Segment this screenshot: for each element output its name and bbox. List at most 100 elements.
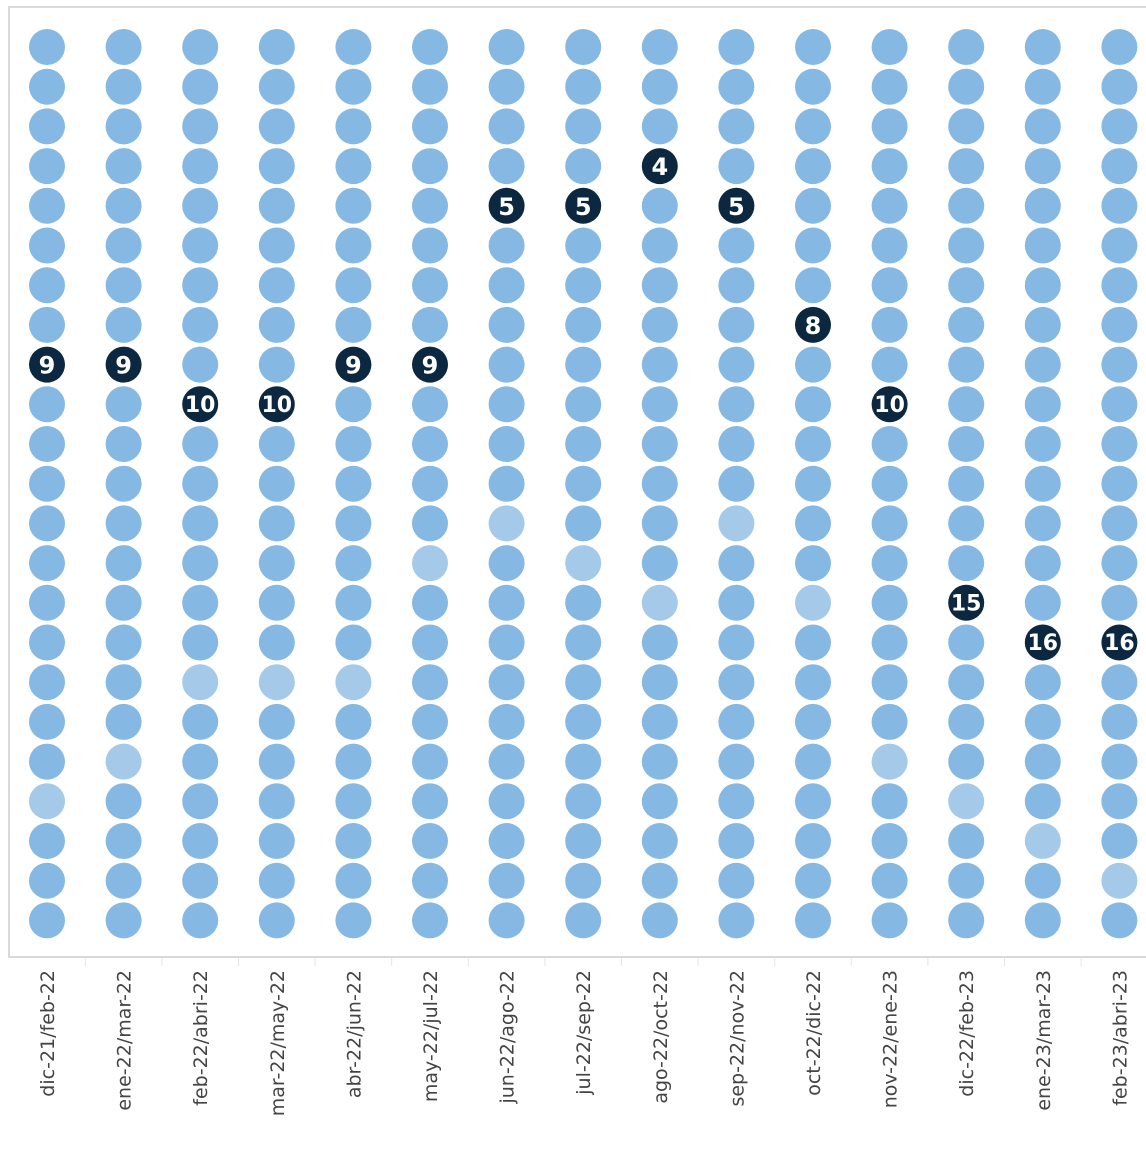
dot xyxy=(718,505,755,542)
data-label: 4 xyxy=(651,153,668,181)
dot xyxy=(412,465,448,502)
dot xyxy=(641,505,678,542)
dot xyxy=(412,426,448,462)
dot xyxy=(1024,823,1061,859)
dot xyxy=(795,426,831,462)
dot xyxy=(948,227,985,264)
dot xyxy=(795,346,831,383)
dot xyxy=(948,743,985,780)
dot xyxy=(871,68,908,105)
dot xyxy=(718,426,755,462)
dot xyxy=(29,148,65,185)
data-label: 5 xyxy=(498,193,515,221)
dot xyxy=(565,108,602,145)
dot xyxy=(258,68,295,105)
dot xyxy=(412,227,448,264)
dot xyxy=(29,505,65,542)
dot xyxy=(105,148,142,185)
dot xyxy=(1101,783,1138,820)
dot xyxy=(1101,29,1138,65)
dot xyxy=(565,306,602,343)
dot xyxy=(258,306,295,343)
dot xyxy=(718,783,755,820)
dot xyxy=(412,624,448,661)
data-label: 9 xyxy=(422,352,439,380)
dot xyxy=(641,267,678,304)
dot xyxy=(29,465,65,502)
data-label: 16 xyxy=(1104,631,1135,656)
dot xyxy=(29,426,65,462)
dot xyxy=(1024,783,1061,820)
dot xyxy=(335,823,372,859)
dot xyxy=(488,862,525,899)
dot xyxy=(948,664,985,701)
dot xyxy=(258,227,295,264)
dot xyxy=(105,584,142,621)
highlighted-dot xyxy=(258,386,295,423)
dot xyxy=(105,624,142,661)
dot xyxy=(488,465,525,502)
dot xyxy=(29,267,65,304)
dot xyxy=(641,386,678,423)
dot xyxy=(565,703,602,740)
dot xyxy=(718,386,755,423)
dot xyxy=(795,68,831,105)
dot xyxy=(871,545,908,582)
dot xyxy=(29,68,65,105)
dot xyxy=(718,624,755,661)
x-tick-label: feb-22/abri-22 xyxy=(190,970,212,1106)
dot xyxy=(335,624,372,661)
dot xyxy=(412,783,448,820)
dot xyxy=(1101,267,1138,304)
highlighted-dot xyxy=(871,386,908,423)
highlighted-dot xyxy=(718,187,755,224)
dot xyxy=(565,426,602,462)
dot xyxy=(1101,306,1138,343)
dot xyxy=(29,29,65,65)
dot xyxy=(105,227,142,264)
dot xyxy=(258,703,295,740)
dot xyxy=(871,267,908,304)
dot xyxy=(29,703,65,740)
dot xyxy=(29,902,65,939)
dot xyxy=(488,29,525,65)
dot xyxy=(335,465,372,502)
dot xyxy=(182,108,219,145)
dot xyxy=(795,783,831,820)
dot xyxy=(1101,545,1138,582)
dot xyxy=(871,664,908,701)
dot xyxy=(29,227,65,264)
dot xyxy=(1101,902,1138,939)
dot xyxy=(105,862,142,899)
dot xyxy=(105,426,142,462)
dot xyxy=(565,29,602,65)
dot xyxy=(871,187,908,224)
x-tick-label: nov-22/ene-23 xyxy=(880,970,902,1108)
dot xyxy=(182,783,219,820)
dot xyxy=(1024,306,1061,343)
dot xyxy=(335,664,372,701)
dot xyxy=(565,902,602,939)
dot xyxy=(412,267,448,304)
dot xyxy=(641,108,678,145)
data-label: 15 xyxy=(951,591,982,616)
dot xyxy=(335,68,372,105)
dot xyxy=(488,68,525,105)
dot xyxy=(488,902,525,939)
dot xyxy=(258,902,295,939)
dot xyxy=(795,862,831,899)
dot xyxy=(948,386,985,423)
dot xyxy=(871,584,908,621)
dot xyxy=(1024,703,1061,740)
dot xyxy=(641,902,678,939)
dot xyxy=(948,187,985,224)
dot xyxy=(258,783,295,820)
dot xyxy=(335,227,372,264)
dot xyxy=(182,703,219,740)
dot xyxy=(718,346,755,383)
dot xyxy=(871,783,908,820)
dot xyxy=(565,346,602,383)
dot xyxy=(795,505,831,542)
dot xyxy=(1101,465,1138,502)
x-tick-label: ago-22/oct-22 xyxy=(650,970,672,1104)
